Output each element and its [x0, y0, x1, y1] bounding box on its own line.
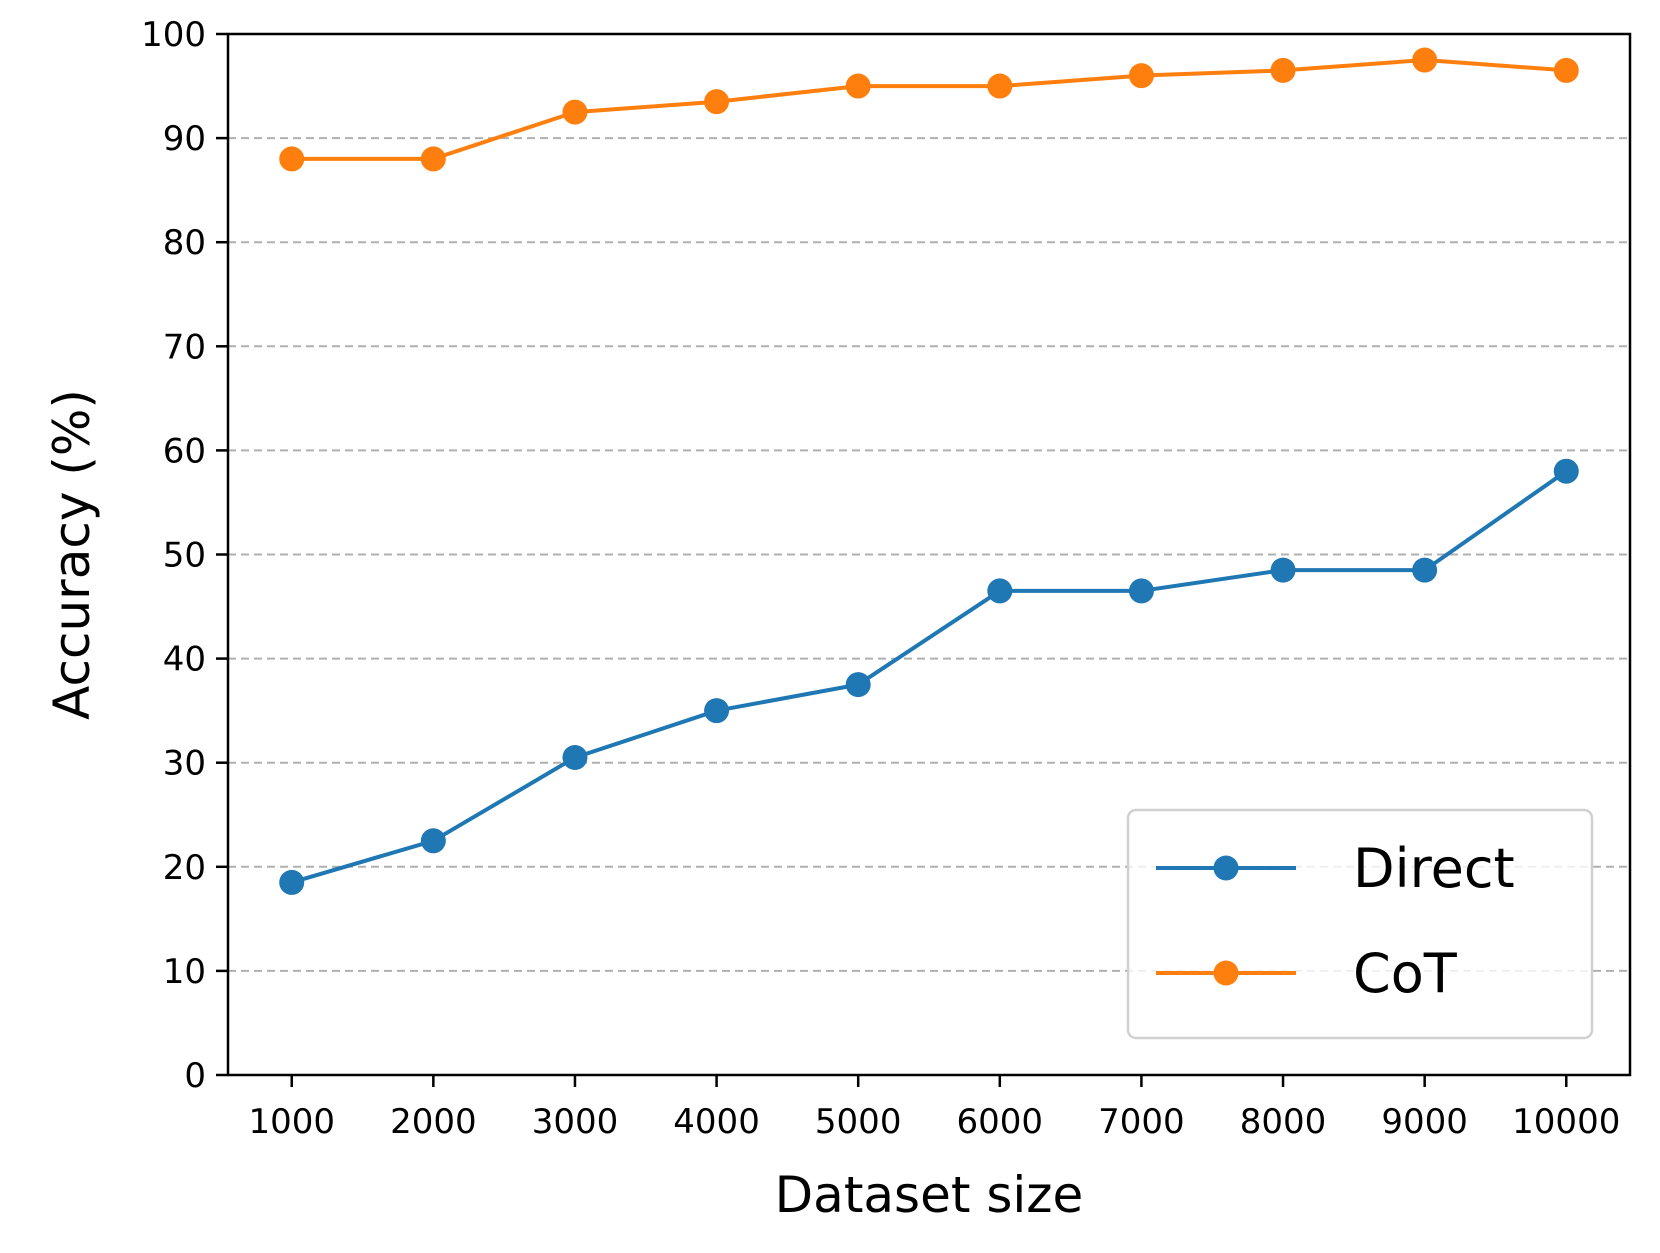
- series-layer: [279, 47, 1579, 895]
- legend-marker: [1213, 855, 1239, 881]
- y-tick-label: 20: [163, 848, 206, 888]
- y-tick-label: 0: [184, 1056, 206, 1096]
- x-axis-title: Dataset size: [775, 1166, 1084, 1224]
- data-point: [1128, 63, 1154, 89]
- y-axis: 0 10 20 30 40 50 60 70 80 90 100: [141, 15, 228, 1096]
- data-point: [1553, 57, 1579, 83]
- y-tick-label: 40: [163, 640, 206, 680]
- x-axis: 1000 2000 3000 4000 5000 6000 7000 8000 9000 1000…: [248, 1075, 1620, 1142]
- y-tick-label: 50: [163, 536, 206, 576]
- data-point: [1128, 578, 1154, 604]
- y-tick-label: 30: [163, 744, 206, 784]
- series-line: [291, 58, 1567, 161]
- series-line: [291, 469, 1568, 885]
- legend: Direct CoT: [1126, 808, 1594, 1040]
- y-tick-label: 60: [163, 431, 206, 471]
- data-point: [562, 99, 588, 125]
- y-axis-title: Accuracy (%): [43, 389, 101, 720]
- data-point: [704, 89, 730, 115]
- data-point: [1270, 557, 1296, 583]
- x-tick-label: 3000: [532, 1102, 619, 1142]
- data-point: [420, 828, 446, 854]
- data-point: [1412, 557, 1438, 583]
- data-point: [1270, 57, 1296, 83]
- x-tick-label: 5000: [815, 1102, 902, 1142]
- x-tick-label: 2000: [390, 1102, 477, 1142]
- data-point: [1553, 458, 1579, 484]
- data-point: [1412, 47, 1438, 73]
- data-point: [279, 869, 305, 895]
- x-tick-label: 10000: [1512, 1102, 1620, 1142]
- x-tick-label: 8000: [1240, 1102, 1327, 1142]
- data-point: [845, 672, 871, 698]
- data-point: [987, 578, 1013, 604]
- y-tick-label: 70: [163, 327, 206, 367]
- x-tick-label: 4000: [673, 1102, 760, 1142]
- data-point: [987, 73, 1013, 99]
- data-point: [845, 73, 871, 99]
- legend-label: Direct: [1353, 837, 1515, 900]
- data-point: [704, 698, 730, 724]
- x-tick-label: 6000: [957, 1102, 1044, 1142]
- x-tick-label: 7000: [1098, 1102, 1185, 1142]
- y-tick-label: 90: [163, 119, 206, 159]
- legend-marker: [1213, 960, 1239, 986]
- legend-item-cot: CoT: [1156, 942, 1458, 1005]
- x-tick-label: 9000: [1381, 1102, 1468, 1142]
- data-point: [420, 146, 446, 172]
- x-tick-label: 1000: [248, 1102, 335, 1142]
- data-point: [562, 744, 588, 770]
- y-tick-label: 10: [163, 952, 206, 992]
- y-tick-label: 80: [163, 223, 206, 263]
- y-tick-label: 100: [141, 15, 206, 55]
- legend-label: CoT: [1353, 942, 1458, 1005]
- data-point: [279, 146, 305, 172]
- series-cot: [279, 47, 1579, 172]
- series-direct: [279, 458, 1579, 895]
- legend-item-direct: Direct: [1156, 837, 1515, 900]
